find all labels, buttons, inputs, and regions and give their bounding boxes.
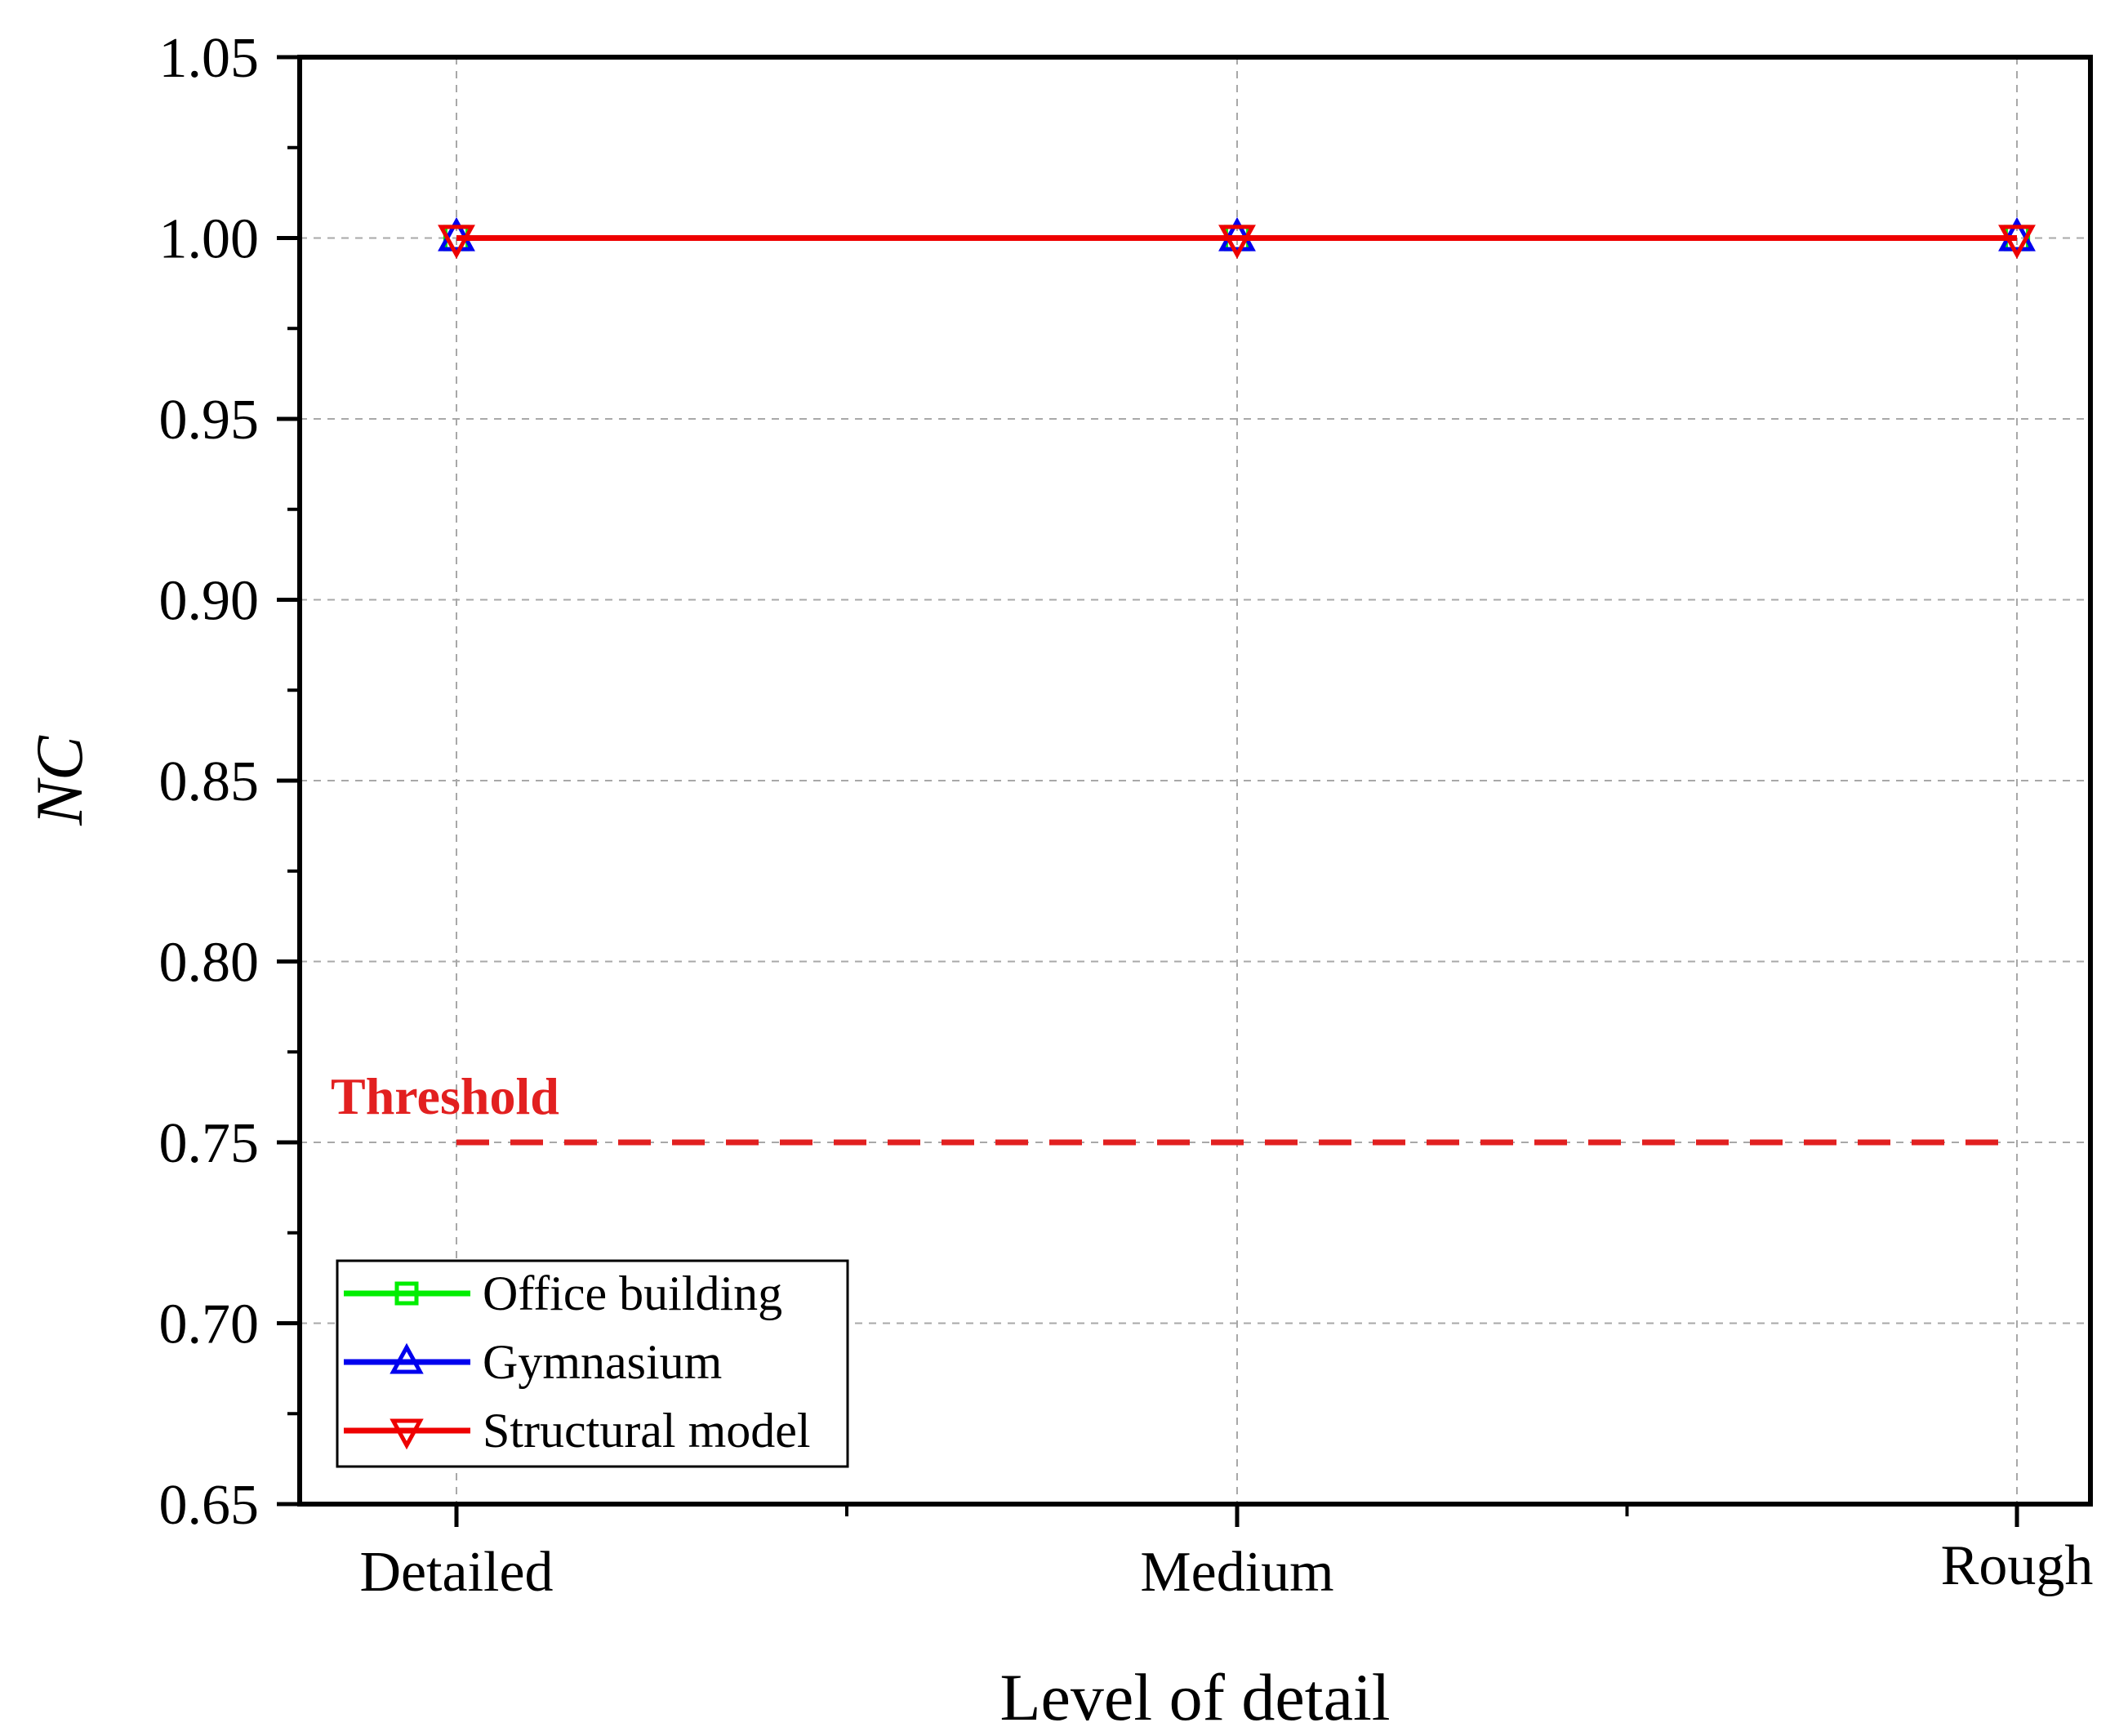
y-tick-label: 0.65 xyxy=(159,1474,260,1537)
triangle-down-marker xyxy=(438,225,475,260)
series-layer xyxy=(438,216,2036,260)
x-tick-label: Detailed xyxy=(359,1541,553,1604)
y-axis-tick-labels: 0.65 0.70 0.75 0.80 0.85 0.90 0.95 1.00 1.05 xyxy=(159,27,260,1537)
triangle-down-marker xyxy=(1998,225,2036,260)
legend-item: Structural model xyxy=(344,1404,811,1458)
triangle-down-marker xyxy=(1218,225,1256,260)
y-axis-title: NC xyxy=(22,735,96,826)
x-axis-tick-labels: Detailed Medium Rough xyxy=(359,1534,2093,1604)
legend-label: Office building xyxy=(483,1266,782,1320)
legend-item: Gymnasium xyxy=(344,1335,722,1389)
y-tick-label: 1.05 xyxy=(159,27,260,90)
y-tick-label: 0.80 xyxy=(159,932,260,995)
square-marker xyxy=(394,1281,419,1306)
x-tick-label: Medium xyxy=(1140,1541,1333,1604)
y-tick-label: 0.70 xyxy=(159,1293,260,1356)
series-structural-model xyxy=(438,225,2036,260)
y-tick-label: 0.75 xyxy=(159,1112,260,1175)
x-axis-title: Level of detail xyxy=(999,1660,1390,1734)
triangle-up-marker xyxy=(390,1342,424,1374)
threshold-label: Threshold xyxy=(331,1067,559,1125)
x-tick-label: Rough xyxy=(1941,1534,2094,1597)
y-tick-label: 0.85 xyxy=(159,750,260,813)
legend-item: Office building xyxy=(344,1266,782,1320)
legend-label: Structural model xyxy=(483,1404,811,1458)
axis-ticks xyxy=(277,55,2019,1527)
triangle-down-marker xyxy=(390,1418,424,1450)
y-tick-label: 0.95 xyxy=(159,389,260,452)
y-tick-label: 0.90 xyxy=(159,570,260,633)
legend-label: Gymnasium xyxy=(483,1335,722,1389)
legend: Office building Gymnasium Structural model xyxy=(336,1259,849,1468)
y-tick-label: 1.00 xyxy=(159,208,260,271)
